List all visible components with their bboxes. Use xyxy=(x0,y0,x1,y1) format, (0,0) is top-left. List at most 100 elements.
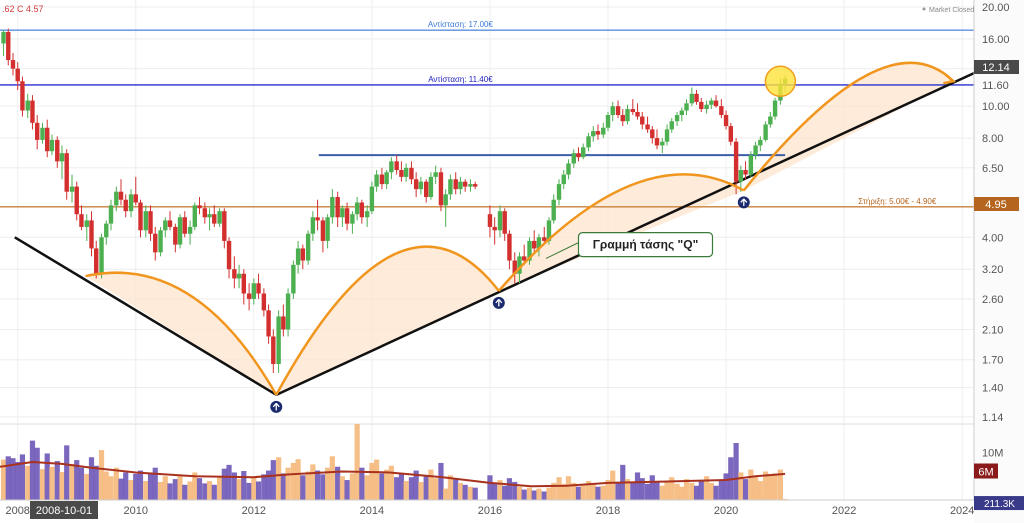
candle-body xyxy=(403,167,409,177)
volume-bar xyxy=(536,488,542,500)
candle-body xyxy=(586,136,591,148)
y-tick-label: 3.20 xyxy=(982,264,1003,276)
candle-body xyxy=(458,181,463,190)
candle-body xyxy=(384,172,389,185)
candle-body xyxy=(256,283,261,294)
arc-curve xyxy=(497,173,745,292)
volume-bar xyxy=(196,478,203,500)
volume-bar xyxy=(492,482,498,500)
volume-bar xyxy=(369,462,375,500)
arc-fill xyxy=(743,62,954,191)
last-price-badge xyxy=(974,60,1019,74)
arc-curve xyxy=(85,271,278,396)
volume-bar xyxy=(157,481,164,500)
candle-body xyxy=(118,191,124,200)
candle-body xyxy=(340,208,345,218)
candle-body xyxy=(635,112,640,117)
volume-bar xyxy=(192,472,198,500)
candle-body xyxy=(723,115,729,127)
volume-bar xyxy=(64,445,70,500)
candle-body xyxy=(512,260,517,274)
candle-body xyxy=(25,100,30,111)
volume-bar xyxy=(654,481,660,500)
candle-body xyxy=(251,283,257,299)
candle-body xyxy=(532,240,537,249)
volume-bar xyxy=(133,473,139,500)
candle-body xyxy=(158,230,163,253)
candle-body xyxy=(266,310,271,337)
candle-body xyxy=(571,153,576,164)
candle-body xyxy=(99,237,104,274)
candle-body xyxy=(399,170,404,177)
volume-bar xyxy=(497,480,503,500)
volume-bar xyxy=(462,484,468,500)
trend-line xyxy=(14,236,277,396)
volume-bar xyxy=(551,482,557,500)
y-tick-label: 4.00 xyxy=(982,232,1003,244)
candle-body xyxy=(291,264,296,294)
candle-body xyxy=(74,186,79,215)
volume-bar xyxy=(585,481,592,500)
candle-body xyxy=(507,233,512,261)
candle-body xyxy=(354,202,360,215)
volume-bar xyxy=(78,467,85,500)
candle-body xyxy=(20,81,25,111)
candle-body xyxy=(433,172,438,177)
volume-bar xyxy=(565,476,572,500)
volume-bar xyxy=(320,474,326,500)
volume-bar xyxy=(314,470,321,500)
volume-bar xyxy=(84,473,90,500)
volume-bar xyxy=(443,488,449,500)
y-tick-label: 2.10 xyxy=(982,324,1003,336)
trendline-annotation[interactable]: Γραμμή τάσης "Q" xyxy=(545,232,714,259)
volume-bar xyxy=(143,481,149,500)
volume-bar xyxy=(241,471,247,500)
volume-bar xyxy=(472,487,478,500)
low-markers[interactable] xyxy=(270,65,797,413)
volume-bar xyxy=(206,481,213,500)
volume-bar xyxy=(708,482,714,500)
candle-body xyxy=(114,191,119,206)
y-tick-label: 1.14 xyxy=(982,412,1003,424)
volume-bar xyxy=(438,462,444,500)
candle-body xyxy=(704,104,709,110)
volume-bar xyxy=(123,472,129,500)
volume-bar xyxy=(74,460,80,500)
candle-body xyxy=(418,181,424,190)
volume-bar xyxy=(698,481,704,500)
candle-body xyxy=(79,214,84,227)
candle-body xyxy=(374,174,379,187)
y-tick-label: 1.40 xyxy=(982,382,1003,394)
volume-bar xyxy=(502,485,508,500)
volume-bar xyxy=(674,483,680,500)
volume-bar xyxy=(226,464,232,500)
volume-bar xyxy=(546,487,552,500)
candle-body xyxy=(369,186,375,212)
volume-bar xyxy=(624,479,631,500)
arc-fill xyxy=(276,246,499,395)
candle-body xyxy=(620,115,625,122)
candlestick-series[interactable] xyxy=(1,28,788,373)
candle-body xyxy=(448,179,453,195)
candle-body xyxy=(521,256,527,261)
candle-body xyxy=(192,205,197,227)
candle-body xyxy=(310,217,316,234)
volume-bar xyxy=(600,485,606,500)
candle-body xyxy=(443,194,448,206)
volume-bar xyxy=(763,471,769,500)
volume-bar xyxy=(202,483,208,500)
candle-body xyxy=(163,220,168,231)
arc-curves[interactable] xyxy=(85,61,957,396)
candle-body xyxy=(89,220,94,249)
volume-bar xyxy=(305,471,311,500)
candle-body xyxy=(664,129,670,142)
low-marker-arrow-icon xyxy=(272,402,280,411)
x-tick-label: 2022 xyxy=(832,505,856,517)
y-tick-label: 6.50 xyxy=(982,163,1003,175)
x-tick-label: 2018 xyxy=(596,505,620,517)
candle-body xyxy=(330,197,335,218)
volume-bar xyxy=(713,485,719,500)
volume-bar xyxy=(526,487,533,500)
candle-body xyxy=(645,124,650,130)
